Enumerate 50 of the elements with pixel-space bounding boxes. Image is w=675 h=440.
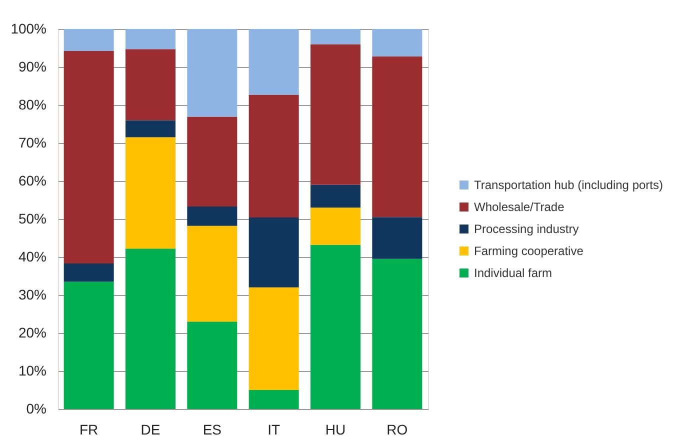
bar: [248, 287, 299, 390]
bar: [372, 56, 422, 218]
y-tick-label: 30%: [18, 286, 46, 302]
legend-label: Processing industry: [474, 222, 579, 236]
bar: [310, 29, 360, 44]
x-tick-label: ES: [202, 422, 222, 438]
bar: [310, 44, 360, 185]
bar: [126, 120, 176, 138]
bar: [187, 226, 238, 322]
y-tick-label: 100%: [10, 20, 46, 36]
bar: [126, 49, 176, 120]
legend-label: Transportation hub (including ports): [474, 178, 663, 192]
y-tick-label: 70%: [18, 134, 46, 150]
bar: [248, 217, 299, 288]
legend-label: Wholesale/Trade: [474, 200, 565, 214]
legend-label: Farming cooperative: [474, 244, 584, 258]
x-tick-label: FR: [79, 422, 98, 438]
bar: [64, 282, 114, 409]
bar: [372, 29, 422, 56]
bar: [310, 208, 360, 245]
x-tick-label: IT: [268, 422, 280, 438]
bar: [126, 29, 176, 50]
legend-label: Individual farm: [474, 266, 552, 280]
bar: [248, 390, 299, 409]
bar: [372, 258, 422, 409]
y-tick-label: 0%: [26, 400, 46, 416]
bar: [187, 116, 238, 206]
y-tick-label: 20%: [18, 324, 46, 340]
y-tick-label: 40%: [18, 248, 46, 264]
y-tick-label: 90%: [18, 58, 46, 74]
bar: [372, 217, 422, 259]
bar: [126, 137, 176, 249]
bar: [64, 29, 114, 52]
x-tick-label: RO: [386, 422, 408, 438]
bar: [64, 51, 114, 264]
bar: [187, 322, 238, 409]
y-tick-label: 50%: [18, 210, 46, 226]
bar: [248, 29, 299, 95]
y-tick-label: 60%: [18, 172, 46, 188]
bar: [310, 244, 360, 409]
bar: [64, 263, 114, 282]
bar: [187, 206, 238, 226]
bar: [310, 184, 360, 208]
bar: [126, 248, 176, 409]
bar: [187, 29, 238, 117]
bar: [248, 94, 299, 218]
y-tick-label: 80%: [18, 96, 46, 112]
x-tick-label: HU: [325, 422, 346, 438]
x-tick-label: DE: [140, 422, 160, 438]
y-tick-label: 10%: [18, 362, 46, 378]
